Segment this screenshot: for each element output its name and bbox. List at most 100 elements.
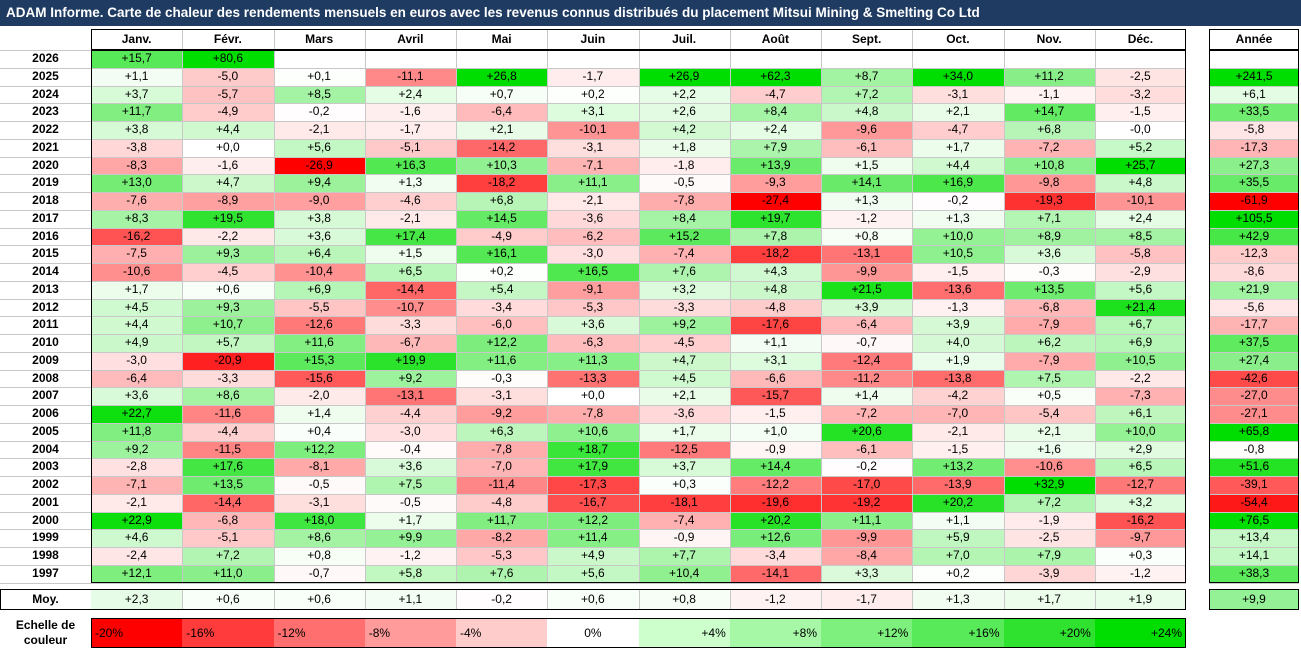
heatmap-cell: -26,9	[273, 156, 365, 175]
heatmap-cell: -0,3	[456, 369, 548, 388]
heatmap-cell: -9,6	[821, 121, 913, 139]
heatmap-cell: +80,6	[182, 50, 274, 68]
year-label: 2005	[32, 423, 59, 438]
heatmap-cell: -0,2	[821, 458, 913, 476]
heatmap-cell: +2,6	[638, 103, 730, 121]
annual-cell	[1209, 50, 1299, 68]
annual-header: Année	[1235, 32, 1273, 46]
year-label: 2021	[32, 139, 59, 154]
heatmap-cell: -19,6	[729, 493, 821, 512]
heatmap-cell: +2,4	[364, 85, 456, 104]
heatmap-cell: +4,4	[91, 316, 183, 334]
heatmap-cell	[821, 50, 913, 68]
month-header: Oct.	[946, 32, 970, 46]
heatmap-cell: +1,3	[912, 209, 1004, 228]
heatmap-cell: +32,9	[1003, 476, 1095, 494]
heatmap-cell: +9,4	[273, 174, 365, 192]
scale-label: Echelle de couleur	[0, 618, 91, 648]
heatmap-cell: +8,4	[729, 103, 821, 121]
heatmap-cell: +9,2	[91, 440, 183, 459]
heatmap-cell: +7,6	[638, 263, 730, 281]
year-label: 1998	[32, 548, 59, 562]
row-gridline	[1209, 67, 1299, 69]
heatmap-cell: -0,4	[364, 440, 456, 459]
scale-swatch: -20%	[91, 618, 183, 648]
heatmap-cell: +13,0	[91, 174, 183, 192]
col-gridline	[1003, 29, 1005, 583]
heatmap-cell: -4,8	[729, 298, 821, 317]
heatmap-cell: +10,5	[1094, 351, 1186, 370]
heatmap-cell: -10,4	[273, 263, 365, 281]
heatmap-cell: +13,9	[729, 156, 821, 175]
heatmap-cell: +1,0	[729, 422, 821, 441]
heatmap-cell: -4,7	[912, 121, 1004, 139]
row-gridline	[1209, 405, 1299, 406]
heatmap-cell: -0,7	[821, 334, 913, 352]
col-gridline	[182, 589, 184, 610]
heatmap-cell: -9,7	[1094, 529, 1186, 547]
heatmap-cell: -27,4	[729, 192, 821, 210]
year-label: 2019	[32, 175, 59, 190]
heatmap-cell: +9,3	[182, 298, 274, 317]
month-header: Mai	[491, 32, 512, 46]
row-gridline	[0, 209, 1186, 211]
heatmap-cell: +10,0	[1094, 422, 1186, 441]
heatmap-cell: -14,4	[364, 280, 456, 299]
row-gridline	[0, 529, 1186, 531]
row-gridline	[1209, 458, 1299, 460]
heatmap-cell: -9,2	[456, 405, 548, 423]
heatmap-cell: +8,7	[821, 67, 913, 86]
scale-swatch: 0%	[547, 618, 639, 648]
heatmap-cell: +22,9	[91, 511, 183, 530]
heatmap-cell: +62,3	[729, 67, 821, 86]
heatmap-cell	[547, 50, 639, 68]
heatmap-cell: +3,9	[821, 298, 913, 317]
col-gridline	[1094, 29, 1096, 583]
average-cell: +0,6	[273, 589, 365, 610]
year-label: 2002	[32, 477, 59, 491]
heatmap-cell: +6,4	[273, 245, 365, 263]
row-gridline	[1209, 511, 1299, 513]
heatmap-cell: +4,5	[638, 369, 730, 388]
heatmap-cell: -8,9	[182, 192, 274, 210]
heatmap-cell: +1,9	[912, 351, 1004, 370]
year-label: 2026	[32, 51, 59, 65]
heatmap-cell: +4,9	[91, 334, 183, 352]
row-gridline	[1209, 245, 1299, 247]
heatmap-cell: -7,8	[638, 192, 730, 210]
heatmap-cell: -6,1	[821, 138, 913, 157]
heatmap-cell: +3,2	[638, 280, 730, 299]
heatmap-cell	[273, 50, 365, 68]
heatmap-cell: +7,5	[1003, 369, 1095, 388]
average-cell: -1,7	[821, 589, 913, 610]
heatmap-cell: +7,9	[729, 138, 821, 157]
heatmap-cell: -16,2	[91, 227, 183, 246]
heatmap-cell: +20,2	[912, 493, 1004, 512]
heatmap-cell: +1,4	[821, 387, 913, 405]
heatmap-cell: -12,4	[821, 351, 913, 370]
row-gridline	[0, 564, 1186, 566]
heatmap-cell: +7,1	[1003, 209, 1095, 228]
heatmap-cell: -19,3	[1003, 192, 1095, 210]
row-gridline	[1209, 138, 1299, 140]
heatmap-cell: +13,5	[1003, 280, 1095, 299]
heatmap-cell: -7,2	[1003, 138, 1095, 157]
year-label: 2013	[32, 281, 59, 296]
heatmap-cell: -1,2	[1094, 564, 1186, 583]
annual-cell: -54,4	[1209, 493, 1299, 512]
heatmap-cell: -3,1	[547, 138, 639, 157]
heatmap-cell: +10,7	[182, 316, 274, 334]
heatmap-cell: +34,0	[912, 67, 1004, 86]
col-gridline	[1094, 589, 1096, 610]
month-header: Mars	[305, 32, 334, 46]
heatmap-cell: -0,0	[1094, 121, 1186, 139]
heatmap-cell: -7,5	[91, 245, 183, 263]
heatmap-cell: -2,5	[1094, 67, 1186, 86]
average-cell: -0,2	[456, 589, 548, 610]
annual-cell: -0,8	[1209, 440, 1299, 459]
annual-cell: +37,5	[1209, 334, 1299, 352]
heatmap-cell: -0,2	[273, 103, 365, 121]
col-gridline	[821, 29, 822, 583]
heatmap-cell: -7,3	[1094, 387, 1186, 405]
heatmap-cell: -1,5	[912, 440, 1004, 459]
